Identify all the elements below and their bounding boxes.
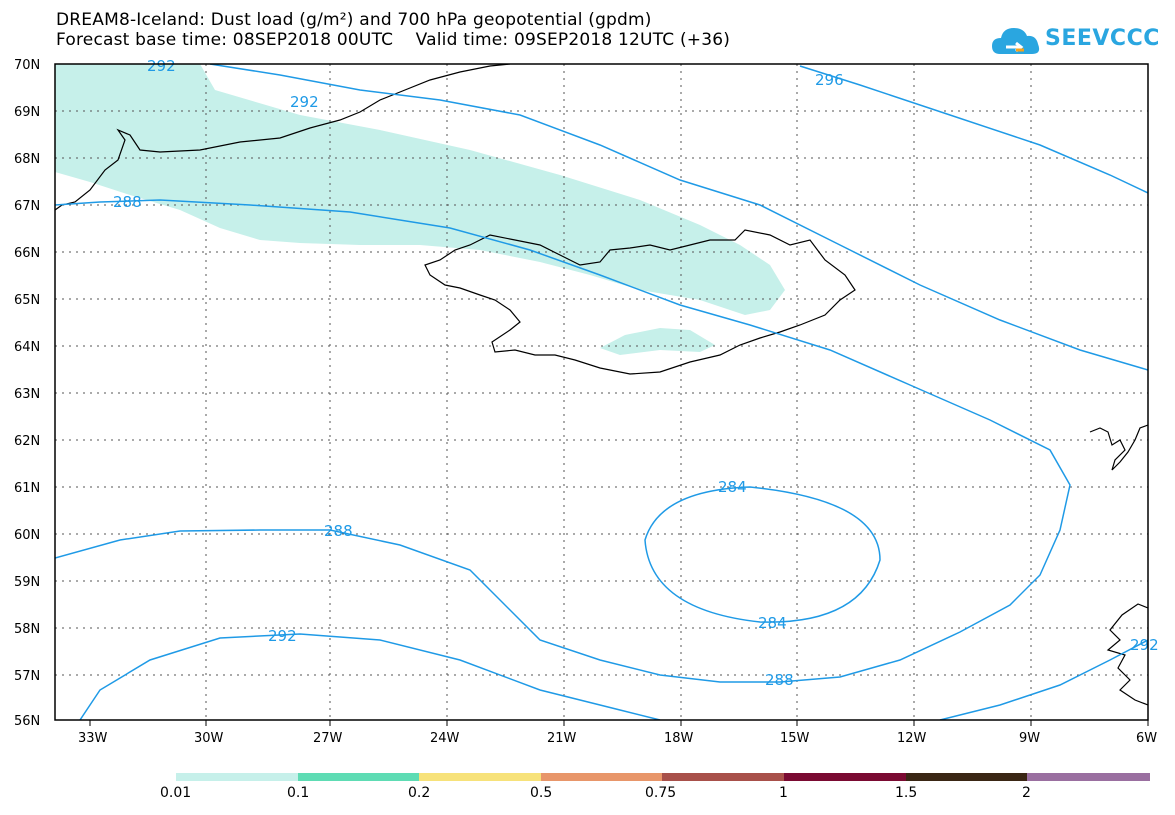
lat-label: 62N [14, 434, 40, 449]
greenland-coast [55, 64, 511, 211]
lat-label: 67N [14, 199, 40, 214]
logo-text: SEEVCCC [1045, 26, 1160, 51]
colorbar-swatch [662, 773, 784, 781]
tick-marks [89, 720, 1149, 726]
lon-label: 18W [664, 731, 694, 746]
longitude-labels: 33W 30W 27W 24W 21W 18W 15W 12W 9W 6W [78, 731, 1157, 746]
contour-label: 284 [718, 478, 747, 496]
contour-label: 288 [324, 522, 353, 540]
contour-label: 292 [1130, 636, 1159, 654]
lat-label: 69N [14, 105, 40, 120]
colorbar-swatch [784, 773, 906, 781]
scotland-coast [1106, 603, 1148, 706]
contour-label: 284 [758, 614, 787, 632]
lon-label: 6W [1136, 731, 1157, 746]
contour-292-north [209, 64, 1148, 371]
colorbar-label: 0.2 [408, 785, 431, 801]
contour-292-south [79, 633, 661, 720]
lat-label: 70N [14, 58, 40, 73]
colorbar-label: 0.1 [287, 785, 310, 801]
contour-label: 292 [147, 57, 176, 75]
lat-label: 57N [14, 669, 40, 684]
contour-label: 288 [113, 193, 142, 211]
colorbar-swatch [419, 773, 541, 781]
lat-label: 56N [14, 714, 40, 729]
geopotential-contours [55, 64, 1148, 720]
lat-label: 65N [14, 293, 40, 308]
colorbar-swatch [906, 773, 1027, 781]
coastlines [55, 64, 1148, 706]
map-subtitle: Forecast base time: 08SEP2018 00UTC Vali… [56, 30, 731, 50]
colorbar-label: 1.5 [895, 785, 918, 801]
colorbar-swatch [298, 773, 419, 781]
cloud-icon [992, 28, 1040, 54]
lat-label: 64N [14, 340, 40, 355]
contour-labels: 292 292 296 288 284 284 288 288 292 292 [113, 57, 1159, 689]
lon-label: 15W [780, 731, 810, 746]
lon-label: 27W [313, 731, 343, 746]
lon-label: 12W [897, 731, 927, 746]
map-title: DREAM8-Iceland: Dust load (g/m²) and 700… [56, 10, 652, 30]
colorbar [176, 773, 1150, 781]
contour-label: 288 [765, 671, 794, 689]
lon-label: 21W [547, 731, 577, 746]
contour-288-se [939, 639, 1148, 720]
contour-label: 292 [290, 93, 319, 111]
colorbar-label: 0.5 [530, 785, 553, 801]
colorbar-swatch [1027, 773, 1150, 781]
dust-load-shading [55, 64, 785, 355]
lon-label: 24W [430, 731, 460, 746]
lat-label: 60N [14, 528, 40, 543]
contour-288-north [55, 199, 1071, 683]
lon-label: 33W [78, 731, 108, 746]
latitude-labels: 70N 69N 68N 67N 66N 65N 64N 63N 62N 61N … [14, 58, 40, 729]
colorbar-label: 0.01 [160, 785, 192, 801]
colorbar-label: 2 [1022, 785, 1031, 801]
lat-label: 59N [14, 575, 40, 590]
colorbar-swatch [541, 773, 662, 781]
contour-label: 292 [268, 627, 297, 645]
contour-296 [799, 65, 1148, 194]
lat-label: 63N [14, 387, 40, 402]
lat-label: 66N [14, 246, 40, 261]
contour-284 [644, 486, 881, 623]
lon-label: 9W [1019, 731, 1040, 746]
colorbar-label: 1 [779, 785, 788, 801]
colorbar-swatch [176, 773, 298, 781]
colorbar-label: 0.75 [645, 785, 677, 801]
faroe-coast [1089, 424, 1148, 471]
lon-label: 30W [194, 731, 224, 746]
lat-label: 68N [14, 152, 40, 167]
grid [55, 64, 1148, 720]
lat-label: 61N [14, 481, 40, 496]
lat-label: 58N [14, 622, 40, 637]
iceland-coast [424, 229, 856, 375]
contour-label: 296 [815, 71, 844, 89]
map-frame [54, 63, 1149, 721]
